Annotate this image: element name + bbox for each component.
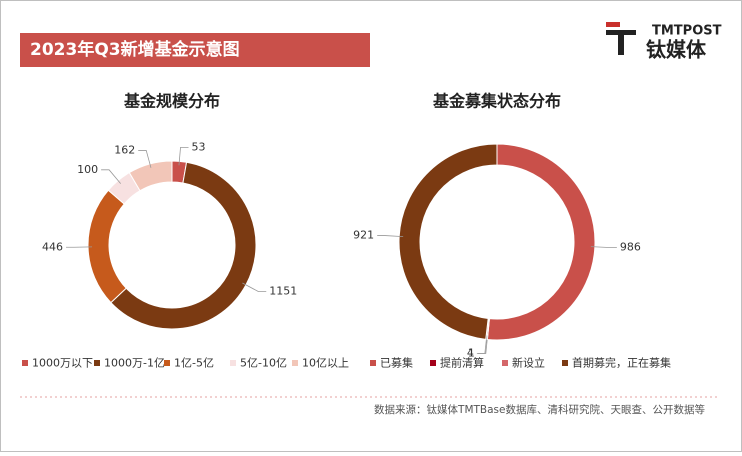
legend-label: 1亿-5亿: [174, 357, 214, 370]
legend-label: 已募集: [380, 356, 413, 370]
data-label: 1151: [269, 285, 297, 298]
legend-label: 1000万以下: [32, 357, 93, 370]
legend-swatch: [370, 360, 376, 366]
legend-swatch: [292, 360, 298, 366]
data-label: 921: [353, 229, 374, 242]
logo-mark: [606, 22, 620, 27]
legend-label: 10亿以上: [302, 357, 349, 370]
legend-label: 提前清算: [440, 356, 484, 370]
chart-title: 基金募集状态分布: [432, 92, 561, 111]
legend-label: 新设立: [512, 356, 545, 370]
legend-swatch: [22, 360, 28, 366]
data-label: 446: [42, 240, 63, 253]
legend-swatch: [230, 360, 236, 366]
source: 数据来源：钛媒体TMTBase数据库、清科研究院、天眼查、公开数据等: [374, 403, 705, 416]
legend-swatch: [562, 360, 568, 366]
legend-swatch: [164, 360, 170, 366]
data-label: 100: [77, 163, 98, 176]
data-label: 162: [114, 143, 135, 156]
data-label: 53: [192, 140, 206, 153]
legend-swatch: [502, 360, 508, 366]
page-title: 2023年Q3新增基金示意图: [30, 39, 240, 60]
legend-label: 5亿-10亿: [240, 357, 287, 370]
logo-name: 钛媒体: [646, 38, 707, 62]
legend-swatch: [430, 360, 436, 366]
legend-swatch: [94, 360, 100, 366]
legend-label: 首期募完，正在募集: [572, 356, 671, 370]
chart-title: 基金规模分布: [123, 92, 220, 111]
data-label: 986: [620, 241, 641, 254]
logo-brand: TMTPOST: [652, 24, 722, 39]
legend-label: 1000万-1亿: [104, 357, 165, 370]
